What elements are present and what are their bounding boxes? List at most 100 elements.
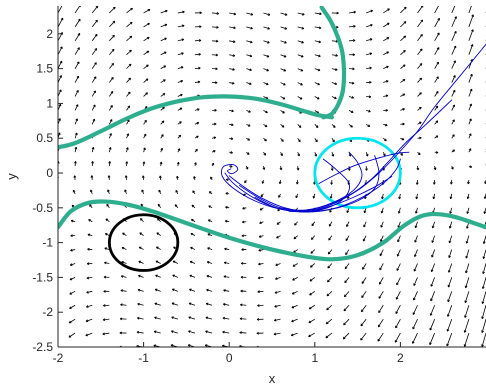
vector-arrow	[136, 331, 144, 334]
vector-arrow-head	[175, 189, 179, 193]
vector-arrow-head	[78, 6, 81, 8]
vector-arrow	[309, 277, 316, 282]
vector-arrow	[451, 346, 452, 347]
vector-arrow-head	[297, 153, 300, 157]
vector-arrow	[126, 49, 132, 56]
vector-arrow-head	[466, 196, 470, 200]
vector-arrow	[314, 82, 320, 86]
separatrix-curve-1	[319, 6, 347, 120]
vector-arrow	[155, 260, 161, 264]
vector-arrow	[126, 119, 130, 125]
vector-arrow-head	[171, 302, 175, 306]
vector-arrow-head	[345, 252, 348, 256]
vector-arrow-head	[109, 133, 112, 136]
vector-arrow-head	[205, 330, 208, 334]
vector-arrow-head	[415, 211, 418, 214]
vector-arrow-head	[161, 120, 165, 124]
vector-arrow-head	[334, 82, 338, 85]
vector-arrow-head	[465, 255, 469, 259]
vector-arrow	[74, 147, 77, 153]
vector-arrow	[400, 79, 406, 83]
vector-arrow	[280, 12, 288, 16]
vector-arrow-head	[450, 181, 453, 185]
vector-arrow	[451, 119, 455, 125]
circle-region-4	[313, 136, 402, 210]
vector-arrow-head	[350, 110, 354, 113]
vector-arrow-head	[108, 147, 112, 150]
vector-arrow	[413, 291, 418, 301]
vector-arrow-head	[283, 68, 287, 72]
vector-arrow-head	[191, 204, 195, 208]
vector-arrow-head	[119, 331, 122, 335]
vector-arrow-head	[54, 221, 56, 223]
vector-arrow	[331, 82, 337, 85]
vector-arrow-head	[454, 30, 457, 34]
y-tick-label: 1.5	[36, 62, 53, 76]
vector-arrow-head	[77, 33, 81, 36]
vector-arrow-head	[262, 167, 266, 170]
vector-arrow-head	[449, 211, 452, 214]
vector-arrow-head	[283, 54, 287, 58]
vector-arrow	[280, 68, 286, 72]
vector-arrow	[171, 302, 178, 306]
vector-arrow-head	[125, 161, 129, 164]
vector-arrow-head	[336, 11, 339, 15]
vector-arrow-head	[412, 326, 415, 330]
vector-arrow-head	[256, 331, 259, 335]
vector-arrow	[415, 207, 418, 214]
vector-arrow-head	[154, 302, 158, 306]
vector-arrow-head	[292, 264, 296, 267]
vector-arrow-head	[432, 196, 436, 200]
vector-arrow-head	[403, 21, 407, 24]
vector-arrow	[222, 331, 230, 334]
vector-arrow	[383, 51, 389, 56]
vector-arrow-head	[334, 96, 337, 100]
vector-arrow-head	[325, 335, 329, 339]
vector-arrow-head	[192, 190, 195, 193]
vector-arrow-head	[76, 89, 79, 93]
vector-arrow-head	[231, 109, 234, 113]
vector-arrow	[365, 346, 367, 347]
vector-arrow-head	[401, 137, 405, 141]
vector-arrow	[143, 22, 150, 28]
vector-arrow	[156, 246, 161, 250]
vector-arrow	[102, 318, 110, 321]
vector-arrow	[397, 235, 401, 243]
vector-arrow	[58, 249, 59, 251]
vector-arrow	[85, 318, 93, 322]
vector-arrow-head	[210, 176, 213, 180]
vector-arrow	[143, 78, 149, 83]
vector-arrow	[395, 305, 401, 314]
vector-arrow	[482, 277, 486, 289]
vector-arrow-head	[91, 161, 94, 164]
vector-arrow-head	[369, 52, 373, 56]
vector-arrow-head	[446, 328, 450, 332]
vector-arrow-head	[446, 343, 449, 347]
vector-arrow	[222, 317, 230, 320]
vector-arrow	[189, 261, 196, 264]
vector-arrow-head	[295, 195, 299, 199]
vector-arrow	[212, 12, 219, 15]
vector-arrow-head	[128, 63, 132, 67]
vector-arrow	[429, 332, 436, 345]
vector-arrow-head	[267, 13, 271, 16]
vector-arrow-head	[380, 239, 383, 242]
vector-arrow	[327, 263, 333, 269]
vector-arrow	[331, 40, 338, 42]
vector-arrow-head	[452, 149, 455, 153]
vector-arrow-head	[481, 330, 484, 333]
vector-arrow	[177, 11, 185, 14]
vector-arrow	[377, 332, 384, 342]
vector-arrow-head	[448, 225, 452, 229]
vector-arrow-head	[266, 68, 269, 72]
vector-arrow-head	[232, 40, 236, 44]
vector-arrow	[194, 81, 201, 83]
vector-arrow-head	[225, 206, 228, 209]
vector-arrow-head	[419, 121, 422, 125]
vector-arrow-head	[452, 104, 456, 108]
vector-arrow	[58, 305, 59, 306]
vector-arrow	[74, 33, 81, 42]
vector-arrow	[346, 207, 350, 213]
vector-arrow-head	[396, 254, 400, 257]
vector-arrow-head	[430, 269, 434, 273]
